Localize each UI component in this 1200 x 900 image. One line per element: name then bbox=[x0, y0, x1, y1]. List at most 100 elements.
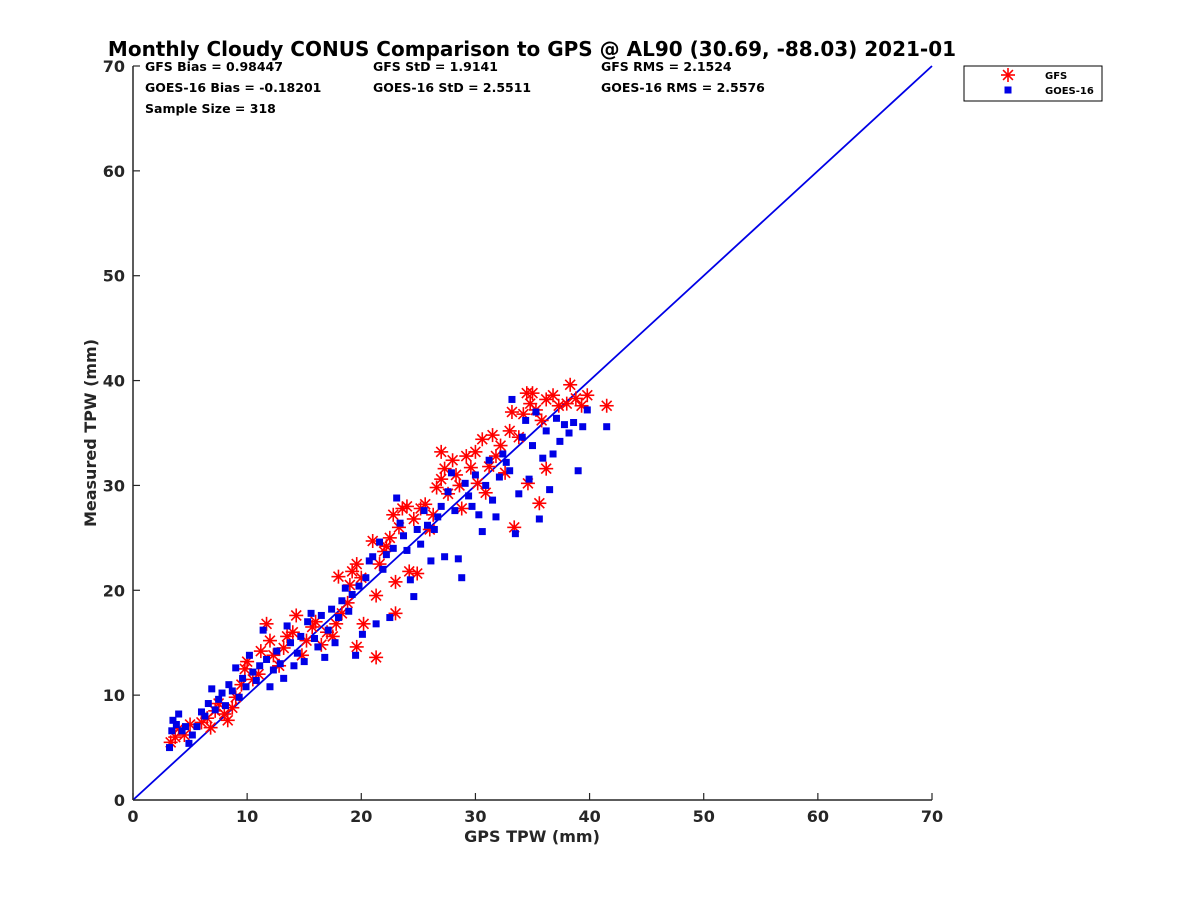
gfs-point bbox=[546, 388, 561, 403]
goes16-point bbox=[471, 471, 479, 479]
legend-gfs-label: GFS bbox=[1045, 71, 1067, 82]
goes16-point bbox=[269, 666, 277, 674]
goes16-point bbox=[321, 653, 329, 661]
goes16-point bbox=[259, 626, 267, 634]
gfs-point bbox=[459, 449, 474, 464]
goes16-point bbox=[208, 685, 216, 693]
gfs-point bbox=[410, 566, 425, 581]
gfs-point bbox=[369, 588, 384, 603]
gfs-point bbox=[525, 386, 540, 401]
goes16-point bbox=[465, 492, 473, 500]
x-tick-label: 20 bbox=[350, 807, 372, 826]
goes16-point bbox=[338, 597, 346, 605]
goes16-point bbox=[263, 655, 271, 663]
goes16-point bbox=[495, 473, 503, 481]
goes16-series bbox=[166, 395, 611, 752]
gfs-point bbox=[463, 460, 478, 475]
gfs-point bbox=[504, 405, 519, 420]
goes16-point bbox=[239, 674, 247, 682]
goes16-point bbox=[324, 626, 332, 634]
goes16-point bbox=[542, 427, 550, 435]
goes16-point bbox=[518, 433, 526, 441]
goes16-point bbox=[475, 511, 483, 519]
goes16-point bbox=[266, 683, 274, 691]
goes16-point bbox=[556, 437, 564, 445]
goes16-point bbox=[249, 668, 257, 676]
goes16-bias-label: GOES-16 Bias = -0.18201 bbox=[145, 80, 321, 95]
gfs-point bbox=[434, 444, 449, 459]
goes16-point bbox=[334, 614, 342, 622]
goes16-point bbox=[552, 414, 560, 422]
legend-gfs-marker bbox=[1001, 68, 1015, 82]
goes16-point bbox=[515, 490, 523, 498]
goes16-point bbox=[280, 674, 288, 682]
gfs-point bbox=[289, 608, 304, 623]
goes16-point bbox=[317, 611, 325, 619]
goes16-point bbox=[574, 467, 582, 475]
gfs-point bbox=[225, 700, 240, 715]
goes16-point bbox=[560, 421, 568, 429]
goes16-point bbox=[382, 551, 390, 559]
gfs-point bbox=[478, 485, 493, 500]
goes16-point bbox=[310, 635, 318, 643]
goes16-point bbox=[297, 632, 305, 640]
gfs-point bbox=[568, 391, 583, 406]
reference-line-group bbox=[132, 65, 933, 801]
goes16-point bbox=[579, 423, 587, 431]
goes16-point bbox=[502, 458, 510, 466]
goes16-point bbox=[197, 708, 205, 716]
y-axis-label: Measured TPW (mm) bbox=[81, 339, 100, 527]
goes16-point bbox=[307, 609, 315, 617]
goes16-point bbox=[478, 528, 486, 536]
y-tick-label: 70 bbox=[103, 57, 125, 76]
x-tick-label: 50 bbox=[693, 807, 715, 826]
gfs-point bbox=[386, 507, 401, 522]
goes16-point bbox=[386, 614, 394, 622]
goes16-point bbox=[417, 540, 425, 548]
goes16-point bbox=[529, 442, 536, 450]
goes16-point bbox=[379, 565, 387, 573]
x-tick-label: 70 bbox=[921, 807, 943, 826]
goes16-point bbox=[355, 582, 363, 590]
goes16-point bbox=[565, 429, 573, 437]
goes16-point bbox=[522, 416, 530, 424]
x-tick-label: 60 bbox=[807, 807, 829, 826]
goes16-std-label: GOES-16 StD = 2.5511 bbox=[373, 80, 531, 95]
goes16-point bbox=[211, 706, 219, 714]
gfs-point bbox=[406, 511, 421, 526]
goes16-point bbox=[352, 651, 360, 659]
goes16-point bbox=[283, 622, 291, 630]
goes16-rms-label: GOES-16 RMS = 2.5576 bbox=[601, 80, 765, 95]
goes16-point bbox=[358, 630, 366, 638]
legend-box bbox=[963, 65, 1103, 102]
goes16-point bbox=[372, 620, 380, 628]
y-tick-label: 10 bbox=[103, 686, 125, 705]
chart-title: Monthly Cloudy CONUS Comparison to GPS @… bbox=[108, 37, 956, 61]
goes16-point bbox=[532, 408, 540, 416]
goes16-point bbox=[389, 544, 397, 552]
goes16-point bbox=[314, 643, 322, 651]
goes16-point bbox=[193, 723, 201, 731]
y-tick-label: 40 bbox=[103, 372, 125, 391]
goes16-point bbox=[290, 662, 298, 670]
goes16-point bbox=[410, 593, 418, 601]
gfs-std-label: GFS StD = 1.9141 bbox=[373, 59, 498, 74]
gfs-point bbox=[580, 388, 595, 403]
goes16-point bbox=[396, 519, 404, 527]
goes16-point bbox=[328, 605, 336, 613]
gfs-point bbox=[399, 499, 414, 514]
gfs-point bbox=[551, 398, 566, 413]
goes16-point bbox=[485, 456, 493, 464]
legend-goes16-square bbox=[1004, 86, 1012, 94]
gfs-point bbox=[349, 557, 364, 572]
goes16-point bbox=[451, 507, 459, 515]
goes16-point bbox=[403, 546, 411, 554]
goes16-point bbox=[539, 454, 547, 462]
y-tick-label: 30 bbox=[103, 476, 125, 495]
goes16-point bbox=[345, 607, 353, 615]
gfs-point bbox=[349, 639, 364, 654]
goes16-point bbox=[549, 450, 557, 458]
goes16-point bbox=[393, 494, 401, 502]
goes16-point bbox=[427, 557, 435, 565]
gfs-point bbox=[369, 650, 384, 665]
